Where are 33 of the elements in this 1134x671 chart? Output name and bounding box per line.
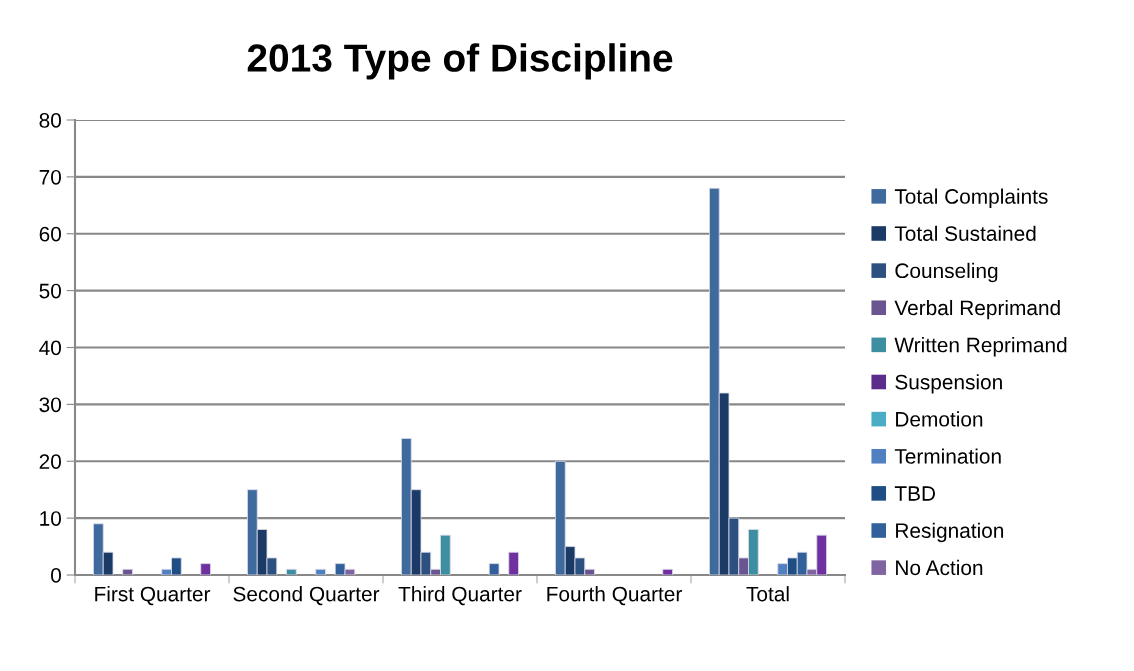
bar <box>200 563 211 575</box>
bar <box>662 568 673 575</box>
bar <box>488 563 500 575</box>
bar <box>122 568 133 575</box>
x-tick-label: Second Quarter <box>233 586 380 606</box>
y-tick-label: 50 <box>39 283 61 299</box>
bar <box>315 568 326 575</box>
legend-label: Resignation <box>896 522 1004 543</box>
x-tick-label: Fourth Quarter <box>547 586 682 606</box>
bar <box>286 568 297 575</box>
legend-label: Written Reprimand <box>894 337 1067 357</box>
y-tick-label: 70 <box>39 169 61 185</box>
y-tick-label: 30 <box>39 397 61 413</box>
legend-label: TBD <box>894 486 936 501</box>
y-tick-label: 40 <box>39 340 61 356</box>
y-tick-label: 80 <box>39 113 61 128</box>
y-tick-label: 0 <box>51 568 61 583</box>
legend-label: No Action <box>896 559 983 576</box>
legend-label: Total Complaints <box>894 188 1048 208</box>
x-tick-label: Third Quarter <box>398 586 522 606</box>
legend-label: Counseling <box>895 262 998 283</box>
legend-label: Suspension <box>895 374 1002 394</box>
legend-label: Total Sustained <box>894 225 1036 241</box>
legend-label: Demotion <box>896 411 983 427</box>
y-tick-label: 20 <box>39 454 61 469</box>
legend-label: Termination <box>894 448 1001 464</box>
legend-label: Verbal Reprimand <box>894 299 1060 320</box>
y-tick-label: 10 <box>40 511 61 526</box>
x-tick-label: First Quarter <box>95 586 211 606</box>
x-tick-label: Total <box>746 586 789 602</box>
chart-title: 2013 Type of Discipline <box>247 43 673 80</box>
y-tick-label: 60 <box>39 226 61 242</box>
bar <box>508 551 519 575</box>
